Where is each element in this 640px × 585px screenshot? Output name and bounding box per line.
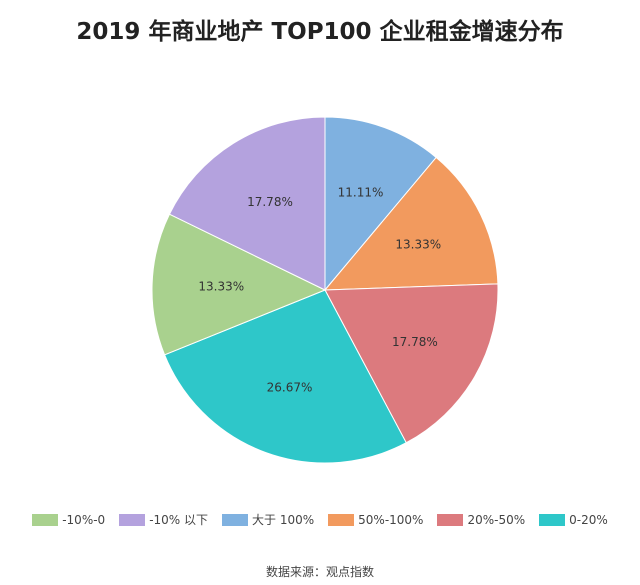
legend-label: 50%-100% [358, 512, 424, 527]
legend-label: 20%-50% [467, 512, 526, 527]
legend-swatch [222, 513, 249, 526]
slice-label: 11.11% [338, 185, 384, 199]
legend-swatch [539, 513, 566, 526]
slice-label: 17.78% [247, 195, 293, 209]
pie-chart: 11.11% 13.33% 17.78% 26.67% 13.33% 17.78% [151, 116, 499, 464]
pie-slice [323, 156, 499, 291]
slice-label: 13.33% [198, 279, 244, 293]
pie-slice [324, 116, 437, 292]
legend-swatch [328, 513, 355, 526]
source-note: 数据来源：观点指数 [265, 565, 374, 579]
legend-item[interactable]: -10%-0 [32, 511, 105, 528]
slice-label: 13.33% [395, 237, 441, 251]
pie-slice [151, 213, 327, 356]
slice-label: 17.78% [392, 335, 438, 349]
legend-label: 0-20% [569, 512, 608, 527]
legend-item[interactable]: 0-20% [539, 511, 608, 528]
legend-label: 大于 100% [252, 513, 315, 527]
legend: -10%-0 -10% 以下 大于 100% 50%-100% 20%-50% 0-20% [0, 511, 640, 528]
pie-slice [324, 283, 499, 444]
legend-item[interactable]: -10% 以下 [119, 511, 208, 528]
legend-item[interactable]: 50%-100% [328, 511, 423, 528]
legend-swatch [437, 513, 464, 526]
slice-label: 26.67% [267, 381, 313, 395]
pie-slice [168, 116, 326, 291]
pie-slice [163, 289, 407, 464]
legend-label: -10% 以下 [149, 513, 209, 527]
legend-label: -10%-0 [62, 512, 106, 527]
legend-swatch [119, 513, 146, 526]
legend-item[interactable]: 20%-50% [437, 511, 525, 528]
legend-item[interactable]: 大于 100% [222, 511, 314, 528]
legend-swatch [32, 513, 59, 526]
chart-title: 2019 年商业地产 TOP100 企业租金增速分布 [76, 19, 564, 45]
